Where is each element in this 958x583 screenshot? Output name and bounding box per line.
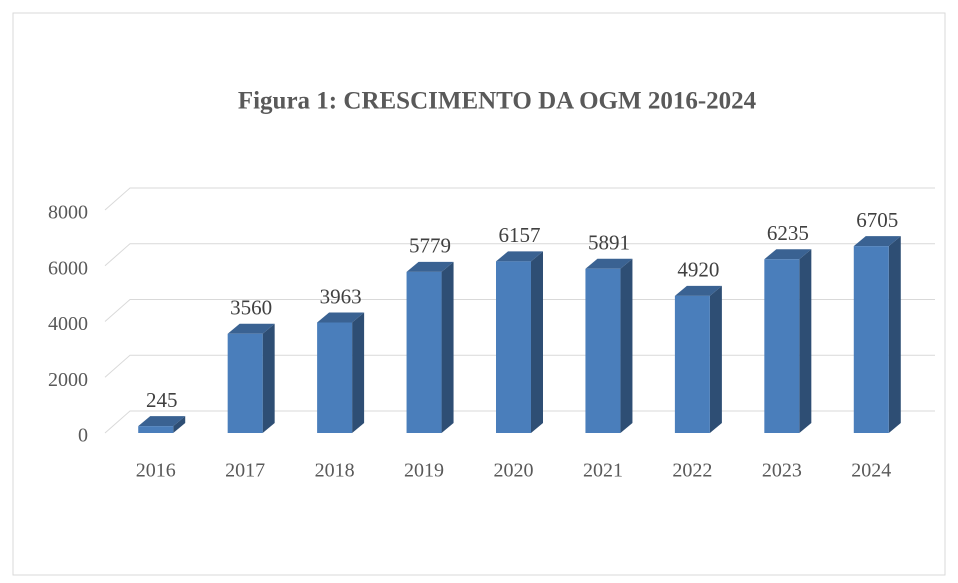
y-tick-label: 0 — [78, 425, 88, 447]
bar-top — [853, 236, 901, 247]
x-tick-label: 2022 — [672, 460, 712, 482]
y-tick-label: 6000 — [48, 257, 88, 279]
x-tick-label: 2017 — [225, 460, 265, 482]
bar-front — [317, 322, 353, 433]
bar-side — [799, 249, 812, 433]
bar-side — [441, 261, 454, 433]
bar — [138, 416, 186, 433]
bar-top — [585, 258, 633, 269]
data-label: 5891 — [588, 231, 630, 255]
grid-line — [104, 299, 935, 322]
bar-side — [620, 258, 633, 433]
data-label: 245 — [146, 388, 178, 412]
grid-line — [104, 243, 935, 267]
grid-line — [104, 410, 935, 434]
grid-line — [104, 187, 935, 211]
data-label: 5779 — [409, 234, 451, 258]
bar-top — [496, 251, 543, 262]
x-tick-label: 2020 — [494, 460, 534, 482]
bar-front — [853, 246, 889, 433]
bar-front — [764, 259, 800, 433]
bar — [764, 249, 812, 433]
bar-top — [406, 261, 454, 272]
bar-side — [531, 251, 543, 433]
chart-title: Figura 1: CRESCIMENTO DA OGM 2016-2024 — [238, 88, 757, 115]
bar-top — [227, 323, 275, 334]
bar-front — [406, 271, 442, 433]
bar-side — [888, 236, 901, 433]
grid-line — [104, 354, 935, 378]
bar-front — [585, 268, 621, 433]
x-tick-label: 2024 — [851, 460, 891, 482]
y-tick-label: 2000 — [48, 369, 88, 391]
bar-front — [674, 295, 710, 433]
y-tick-label: 8000 — [48, 202, 88, 224]
bar-top — [317, 312, 365, 323]
bar — [853, 236, 901, 433]
bar-side — [262, 323, 275, 433]
bar-top — [138, 416, 186, 427]
bar — [585, 258, 633, 433]
bar-side — [173, 416, 186, 433]
bar-top — [674, 285, 722, 296]
data-label: 6235 — [767, 221, 809, 245]
x-tick-label: 2016 — [136, 460, 176, 482]
x-tick-label: 2019 — [404, 460, 444, 482]
bar-front — [496, 261, 531, 433]
x-tick-label: 2018 — [315, 460, 355, 482]
x-tick-label: 2021 — [583, 460, 623, 482]
data-label: 3560 — [230, 296, 272, 320]
bar-side — [352, 312, 365, 433]
bar-top — [764, 249, 812, 260]
bar-front — [138, 426, 174, 433]
bar-front — [227, 333, 263, 433]
data-label: 6705 — [856, 208, 898, 232]
bar — [496, 251, 543, 433]
bar — [674, 285, 722, 433]
data-label: 3963 — [320, 284, 362, 308]
bar — [317, 312, 365, 433]
y-tick-label: 4000 — [48, 313, 88, 335]
x-tick-label: 2023 — [762, 460, 802, 482]
data-label: 4920 — [677, 258, 719, 282]
data-label: 6157 — [499, 223, 541, 247]
bar-side — [709, 285, 722, 433]
bar — [227, 323, 275, 433]
bar — [406, 261, 454, 433]
